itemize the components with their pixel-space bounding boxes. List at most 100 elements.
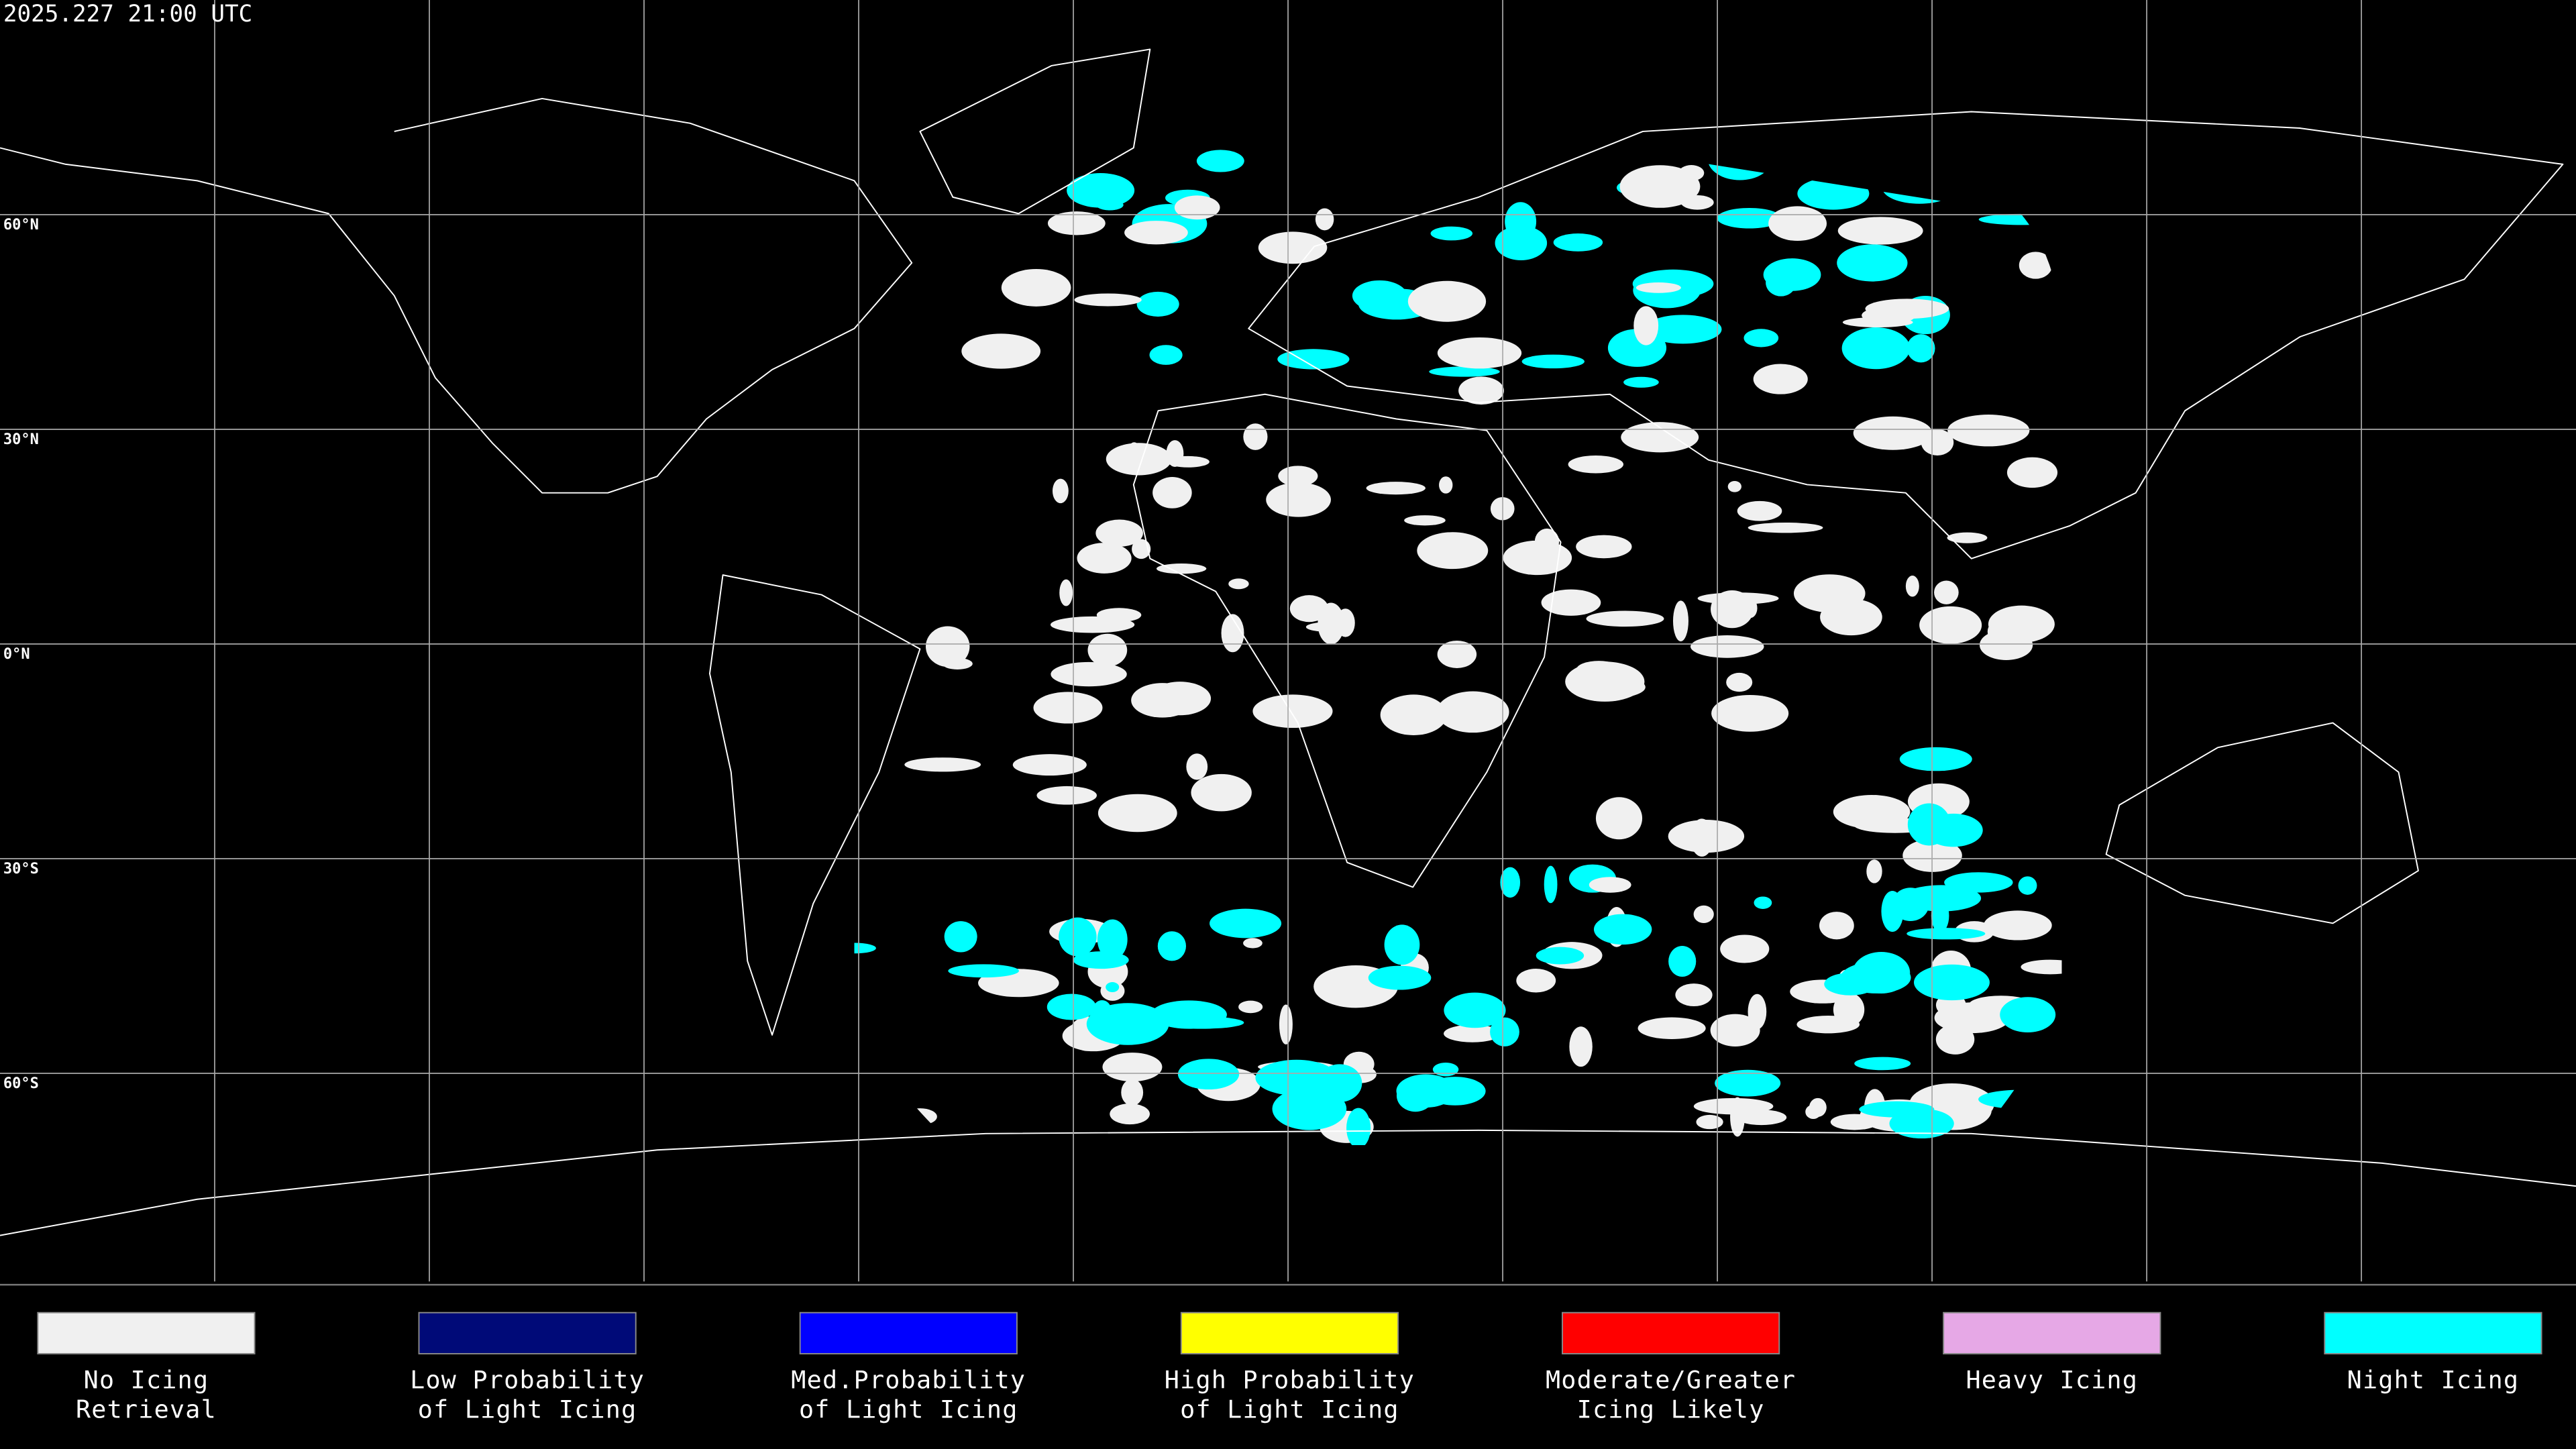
cloud	[1067, 173, 1135, 208]
cloud	[1110, 1104, 1150, 1125]
cloud	[1715, 1069, 1781, 1097]
cloud	[1931, 898, 1949, 933]
cloud	[1096, 199, 1124, 211]
legend-label: Moderate/Greater	[1546, 1365, 1796, 1394]
cloud	[1690, 635, 1764, 658]
cloud	[1569, 1026, 1593, 1067]
cloud	[1436, 691, 1509, 733]
cloud	[1136, 291, 1179, 317]
cloud	[1726, 672, 1753, 692]
cloud	[1444, 1024, 1501, 1042]
cloud	[1174, 195, 1220, 220]
cloud	[1238, 1000, 1263, 1014]
cloud	[1675, 983, 1713, 1006]
cloud	[1074, 293, 1142, 307]
cloud	[1131, 683, 1194, 718]
cloud	[1346, 1108, 1371, 1145]
coastline	[0, 1129, 2576, 1236]
cloud	[1693, 1097, 1774, 1115]
cloud	[1889, 1108, 1954, 1139]
cloud	[1274, 1103, 1300, 1120]
latitude-label: 30°N	[3, 431, 39, 448]
cloud	[1586, 610, 1664, 627]
graticule: 60°N 30°N 0°N 30°S 60°S	[0, 0, 2576, 1282]
cloud	[1430, 226, 1473, 241]
cloud	[1748, 522, 1823, 533]
cloud	[1279, 1004, 1293, 1044]
cloud	[1495, 225, 1548, 260]
cloud	[1534, 528, 1560, 555]
cloud	[1853, 416, 1933, 450]
cloud	[1907, 334, 1935, 363]
cloud	[1077, 543, 1132, 574]
cloud	[1500, 867, 1521, 898]
cloud	[1258, 231, 1328, 264]
cloud	[1432, 1063, 1459, 1077]
cloud	[1001, 268, 1071, 307]
cloud	[944, 921, 977, 953]
latitude-label: 60°N	[3, 217, 39, 233]
legend-swatch	[418, 1311, 637, 1354]
cloud	[1553, 233, 1603, 252]
cloud	[1638, 1017, 1706, 1039]
legend-label: of Light Icing	[1180, 1395, 1399, 1424]
cloud	[854, 943, 876, 954]
cloud	[1439, 476, 1453, 494]
cloud	[1944, 872, 2013, 893]
cloud	[1914, 964, 1990, 1001]
legend-swatch	[1180, 1311, 1399, 1354]
cloud	[1132, 539, 1151, 559]
cloud	[1051, 661, 1127, 687]
legend-label: Low Probability	[410, 1365, 645, 1394]
cloud	[1842, 317, 1913, 328]
cloud	[1541, 589, 1601, 616]
cloud	[1837, 244, 1908, 282]
cloud	[2019, 252, 2053, 279]
cloud	[1384, 924, 1420, 965]
cloud	[1589, 877, 1631, 893]
cloud	[1901, 885, 1982, 912]
cloud	[1837, 217, 1923, 245]
cloud	[1544, 865, 1558, 904]
cloud	[948, 964, 1019, 978]
cloud	[1404, 515, 1446, 526]
cloud	[2021, 959, 2062, 975]
cloud	[1429, 366, 1500, 377]
cloud	[1052, 478, 1069, 504]
cloud	[1157, 931, 1187, 961]
cloud	[1186, 753, 1208, 780]
legend-swatch	[799, 1311, 1018, 1354]
cloud	[1255, 1059, 1338, 1096]
cloud	[1243, 938, 1263, 949]
cloud	[1841, 327, 1911, 370]
legend-swatch	[1562, 1311, 1780, 1354]
legend-label: High Probability	[1165, 1365, 1415, 1394]
cloud	[1191, 773, 1252, 812]
cloud	[1050, 616, 1135, 633]
cloud	[1380, 694, 1447, 735]
cloud	[1417, 532, 1489, 570]
cloud	[1336, 608, 1355, 637]
cloud	[1824, 973, 1877, 996]
cloud	[1881, 890, 1904, 932]
cloud	[1150, 1000, 1227, 1029]
cloud	[1124, 221, 1188, 245]
cloud	[1720, 934, 1770, 963]
cloud	[1252, 694, 1333, 729]
cloud	[2000, 997, 2056, 1033]
legend-label: Night Icing	[2347, 1365, 2520, 1394]
cloud	[1210, 908, 1282, 938]
legend-label: No Icing	[84, 1365, 209, 1394]
cloud	[1753, 364, 1808, 394]
cloud	[1152, 477, 1192, 508]
cloud	[2018, 876, 2037, 895]
cloud	[1947, 532, 1988, 543]
cloud	[1793, 574, 1866, 612]
legend-label: Retrieval	[76, 1395, 217, 1424]
legend-label: Icing Likely	[1577, 1395, 1765, 1424]
cloud	[1710, 1014, 1760, 1047]
cloud	[1033, 692, 1103, 724]
cloud	[1924, 813, 1983, 847]
